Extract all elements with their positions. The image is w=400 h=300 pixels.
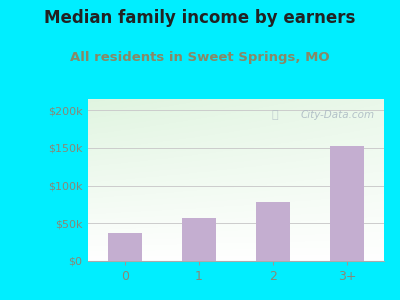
- Bar: [182, 218, 216, 261]
- Bar: [330, 146, 364, 261]
- Text: All residents in Sweet Springs, MO: All residents in Sweet Springs, MO: [70, 51, 330, 64]
- Text: ⓘ: ⓘ: [272, 110, 278, 120]
- Text: City-Data.com: City-Data.com: [301, 110, 375, 120]
- Bar: [108, 233, 142, 261]
- Bar: [256, 202, 290, 261]
- Text: Median family income by earners: Median family income by earners: [44, 9, 356, 27]
